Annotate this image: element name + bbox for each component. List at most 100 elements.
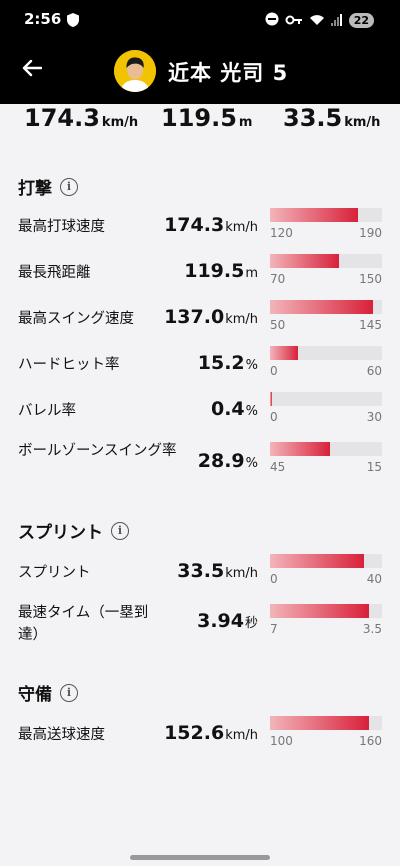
stat-value: 152.6km/h xyxy=(164,722,258,744)
stat-bar-fill xyxy=(270,604,369,618)
back-arrow-icon xyxy=(22,59,43,81)
stat-value: 15.2% xyxy=(198,352,258,374)
info-icon[interactable]: i xyxy=(60,177,78,196)
stat-label: 最高スイング速度 xyxy=(18,311,134,327)
summary-stat: 33.5 km/h xyxy=(283,104,380,132)
stat-unit: km/h xyxy=(225,220,258,235)
info-icon[interactable]: i xyxy=(60,683,78,702)
stat-row: 最長飛距離 119.5m 70 150 xyxy=(0,254,400,300)
stat-row: 最高送球速度 152.6km/h 100 160 xyxy=(0,716,400,762)
shield-icon xyxy=(66,12,80,32)
stat-label: バレル率 xyxy=(18,403,76,419)
stat-row: バレル率 0.4% 0 30 xyxy=(0,392,400,438)
stat-row: ハードヒット率 15.2% 0 60 xyxy=(0,346,400,392)
stat-value-number: 3.94 xyxy=(197,610,244,632)
wifi-icon xyxy=(309,11,325,30)
summary-stat-value: 174.3 xyxy=(24,104,100,132)
stat-bar-fill xyxy=(270,346,298,360)
stat-bar xyxy=(270,716,382,730)
stat-unit: km/h xyxy=(225,312,258,327)
stat-min: 120 xyxy=(270,226,293,240)
section-title-text: 守備 xyxy=(18,685,52,705)
stat-value-number: 15.2 xyxy=(197,352,245,374)
stat-label: ハードヒット率 xyxy=(18,357,120,373)
key-icon xyxy=(285,11,303,30)
stat-min: 70 xyxy=(270,272,286,286)
summary-stat: 119.5 m xyxy=(161,104,252,132)
stat-bar xyxy=(270,208,382,222)
section-title-text: 打撃 xyxy=(18,179,52,199)
stat-max: 3.5 xyxy=(362,622,382,636)
stat-min: 0 xyxy=(270,364,278,378)
stat-bar xyxy=(270,554,382,568)
summary-stat-unit: m xyxy=(238,115,253,130)
status-time: 2:56 xyxy=(24,10,62,28)
stat-unit: km/h xyxy=(225,566,258,581)
home-indicator[interactable] xyxy=(130,855,270,860)
summary-stat: 174.3 km/h xyxy=(24,104,138,132)
stat-bar xyxy=(270,346,382,360)
signal-icon xyxy=(330,11,343,30)
stat-max: 160 xyxy=(359,734,382,748)
stat-bar-fill xyxy=(270,254,340,268)
summary-stat-unit: km/h xyxy=(344,115,381,130)
stat-min: 100 xyxy=(270,734,293,748)
stat-bar-fill xyxy=(270,208,359,222)
stat-row: スプリント 33.5km/h 0 40 xyxy=(0,554,400,600)
section-title-sprint: スプリント i xyxy=(18,518,129,543)
summary-stat-value: 33.5 xyxy=(283,104,343,132)
stat-max: 145 xyxy=(359,318,382,332)
stat-value: 137.0km/h xyxy=(164,306,258,328)
stat-bar-fill xyxy=(270,300,374,314)
stat-min: 45 xyxy=(270,460,286,474)
stat-bar xyxy=(270,300,382,314)
stat-bar-fill xyxy=(270,554,365,568)
stat-unit: % xyxy=(245,456,258,471)
app-header: 近本 光司 5 xyxy=(0,40,400,104)
stat-row: ボールゾーンスイング率 28.9% 45 15 xyxy=(0,442,400,494)
stat-min: 7 xyxy=(270,622,278,636)
stat-bar-fill xyxy=(270,716,369,730)
stat-label: 最長飛距離 xyxy=(18,265,91,281)
info-icon[interactable]: i xyxy=(111,521,129,540)
stat-label: 最高送球速度 xyxy=(18,727,105,743)
stat-unit: % xyxy=(245,404,258,419)
stat-bar xyxy=(270,604,382,618)
stat-max: 150 xyxy=(359,272,382,286)
stat-row: 最高スイング速度 137.0km/h 50 145 xyxy=(0,300,400,346)
status-bar: 2:56 22 xyxy=(0,0,400,40)
stat-value: 3.94秒 xyxy=(197,610,258,632)
stat-min: 50 xyxy=(270,318,286,332)
stat-label: 最高打球速度 xyxy=(18,219,105,235)
stat-value-number: 174.3 xyxy=(164,214,225,236)
player-avatar xyxy=(114,50,156,92)
back-button[interactable] xyxy=(18,56,46,84)
stat-value-number: 119.5 xyxy=(184,260,245,282)
stat-bar xyxy=(270,442,382,456)
stat-unit: km/h xyxy=(225,728,258,743)
stat-max: 30 xyxy=(366,410,382,424)
stat-max: 190 xyxy=(359,226,382,240)
stat-value: 33.5km/h xyxy=(177,560,258,582)
player-name: 近本 光司 5 xyxy=(168,61,289,85)
stat-max: 15 xyxy=(366,460,382,474)
stat-min: 0 xyxy=(270,410,278,424)
section-title-defense: 守備 i xyxy=(18,680,78,705)
stat-value: 174.3km/h xyxy=(164,214,258,236)
stat-row: 最速タイム（一塁到達） 3.94秒 7 3.5 xyxy=(0,604,400,656)
stat-max: 40 xyxy=(366,572,382,586)
stat-bar-fill xyxy=(270,392,273,406)
stat-unit: % xyxy=(245,358,258,373)
stat-unit: 秒 xyxy=(244,616,258,631)
stat-label: スプリント xyxy=(18,565,91,581)
stat-value: 0.4% xyxy=(211,398,258,420)
stat-bar xyxy=(270,392,382,406)
section-title-text: スプリント xyxy=(18,523,103,543)
section-title-batting: 打撃 i xyxy=(18,174,78,199)
stat-value-number: 28.9 xyxy=(197,450,245,472)
battery-indicator: 22 xyxy=(348,13,374,28)
stat-unit: m xyxy=(245,266,258,281)
stat-value-number: 137.0 xyxy=(164,306,225,328)
stat-value-number: 0.4 xyxy=(210,398,245,420)
summary-stat-value: 119.5 xyxy=(161,104,237,132)
